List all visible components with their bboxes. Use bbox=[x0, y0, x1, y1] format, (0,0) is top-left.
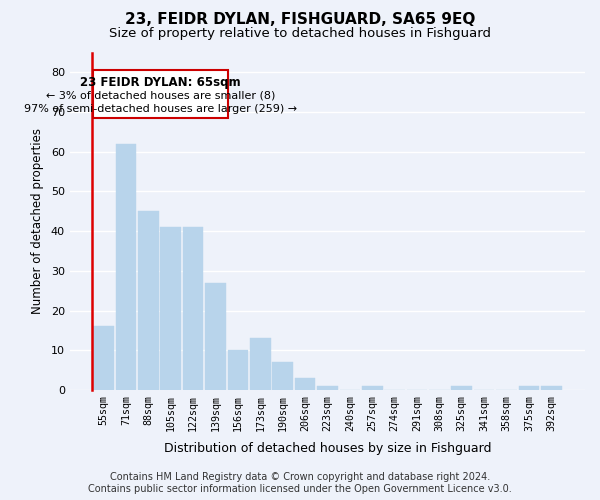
Text: Contains HM Land Registry data © Crown copyright and database right 2024.
Contai: Contains HM Land Registry data © Crown c… bbox=[88, 472, 512, 494]
Bar bbox=[272, 362, 293, 390]
Text: 23, FEIDR DYLAN, FISHGUARD, SA65 9EQ: 23, FEIDR DYLAN, FISHGUARD, SA65 9EQ bbox=[125, 12, 475, 28]
Text: Size of property relative to detached houses in Fishguard: Size of property relative to detached ho… bbox=[109, 28, 491, 40]
Bar bbox=[250, 338, 271, 390]
Bar bbox=[116, 144, 136, 390]
Text: 97% of semi-detached houses are larger (259) →: 97% of semi-detached houses are larger (… bbox=[24, 104, 297, 114]
Bar bbox=[160, 227, 181, 390]
Bar bbox=[295, 378, 316, 390]
Bar bbox=[541, 386, 562, 390]
Bar bbox=[362, 386, 383, 390]
Text: ← 3% of detached houses are smaller (8): ← 3% of detached houses are smaller (8) bbox=[46, 90, 275, 100]
Bar bbox=[518, 386, 539, 390]
Bar bbox=[183, 227, 203, 390]
Bar bbox=[451, 386, 472, 390]
Y-axis label: Number of detached properties: Number of detached properties bbox=[31, 128, 44, 314]
X-axis label: Distribution of detached houses by size in Fishguard: Distribution of detached houses by size … bbox=[164, 442, 491, 455]
Bar bbox=[138, 212, 158, 390]
Text: 23 FEIDR DYLAN: 65sqm: 23 FEIDR DYLAN: 65sqm bbox=[80, 76, 241, 90]
Bar bbox=[94, 326, 114, 390]
Bar bbox=[205, 283, 226, 390]
Bar bbox=[227, 350, 248, 390]
Bar bbox=[317, 386, 338, 390]
FancyBboxPatch shape bbox=[93, 70, 228, 118]
